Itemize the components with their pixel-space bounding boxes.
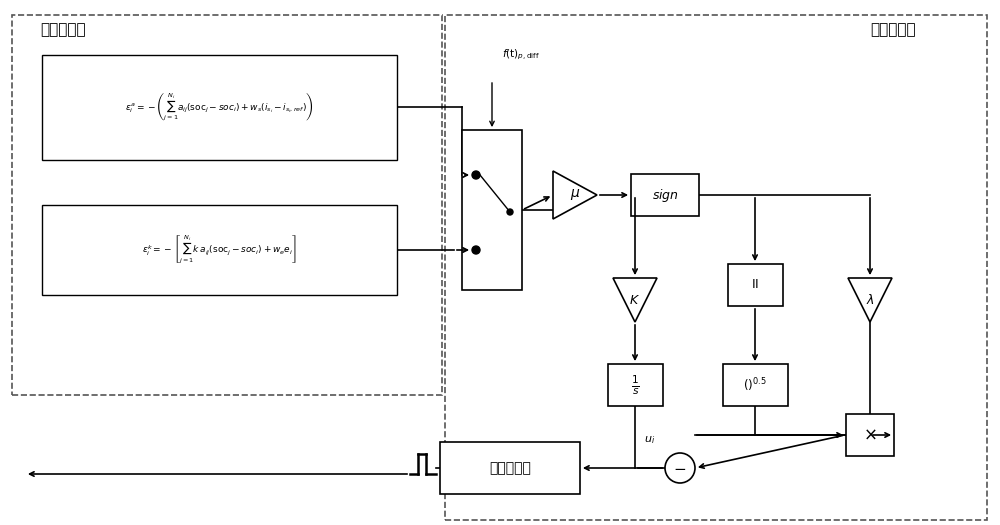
Bar <box>445 15 987 520</box>
Text: $\varepsilon_i^a = -\left(\sum_{j=1}^{N_i} a_{ij}(\mathrm{soc}_j - soc_i) + w_s(: $\varepsilon_i^a = -\left(\sum_{j=1}^{N_… <box>125 91 313 123</box>
Bar <box>462 130 522 290</box>
Text: 本地控制层: 本地控制层 <box>870 22 916 37</box>
Text: 双环控制器: 双环控制器 <box>489 461 531 475</box>
Bar <box>723 364 788 406</box>
Text: $\times$: $\times$ <box>863 426 877 444</box>
Text: $\lambda$: $\lambda$ <box>866 293 874 307</box>
Text: $-$: $-$ <box>673 460 687 476</box>
Text: $()^{0.5}$: $()^{0.5}$ <box>743 376 767 394</box>
Bar <box>12 15 442 395</box>
Text: 二级控制层: 二级控制层 <box>40 22 86 37</box>
Bar <box>440 442 580 494</box>
Polygon shape <box>848 278 892 322</box>
Text: $K$: $K$ <box>629 293 641 307</box>
Bar <box>608 364 663 406</box>
Circle shape <box>665 453 695 483</box>
Bar <box>42 55 397 160</box>
Bar <box>631 174 699 216</box>
Text: $sign$: $sign$ <box>652 186 678 204</box>
Bar <box>846 414 894 456</box>
Circle shape <box>507 209 513 215</box>
Polygon shape <box>553 171 597 219</box>
Circle shape <box>472 246 480 254</box>
Bar <box>42 205 397 295</box>
Polygon shape <box>613 278 657 322</box>
Bar <box>728 264 783 306</box>
Text: $\mathrm{II}$: $\mathrm{II}$ <box>751 278 759 291</box>
Text: $f(\mathrm{t})_{p,\mathrm{diff}}$: $f(\mathrm{t})_{p,\mathrm{diff}}$ <box>502 48 540 62</box>
Text: $\mu$: $\mu$ <box>570 187 580 203</box>
Text: $\frac{1}{s}$: $\frac{1}{s}$ <box>631 373 639 397</box>
Text: $u_i$: $u_i$ <box>644 434 655 446</box>
Text: $\varepsilon_i^k = -\left[\sum_{j=1}^{N_i} k\,a_{ij}(\mathrm{soc}_j - soc_i) + w: $\varepsilon_i^k = -\left[\sum_{j=1}^{N_… <box>142 234 296 266</box>
Circle shape <box>472 171 480 179</box>
